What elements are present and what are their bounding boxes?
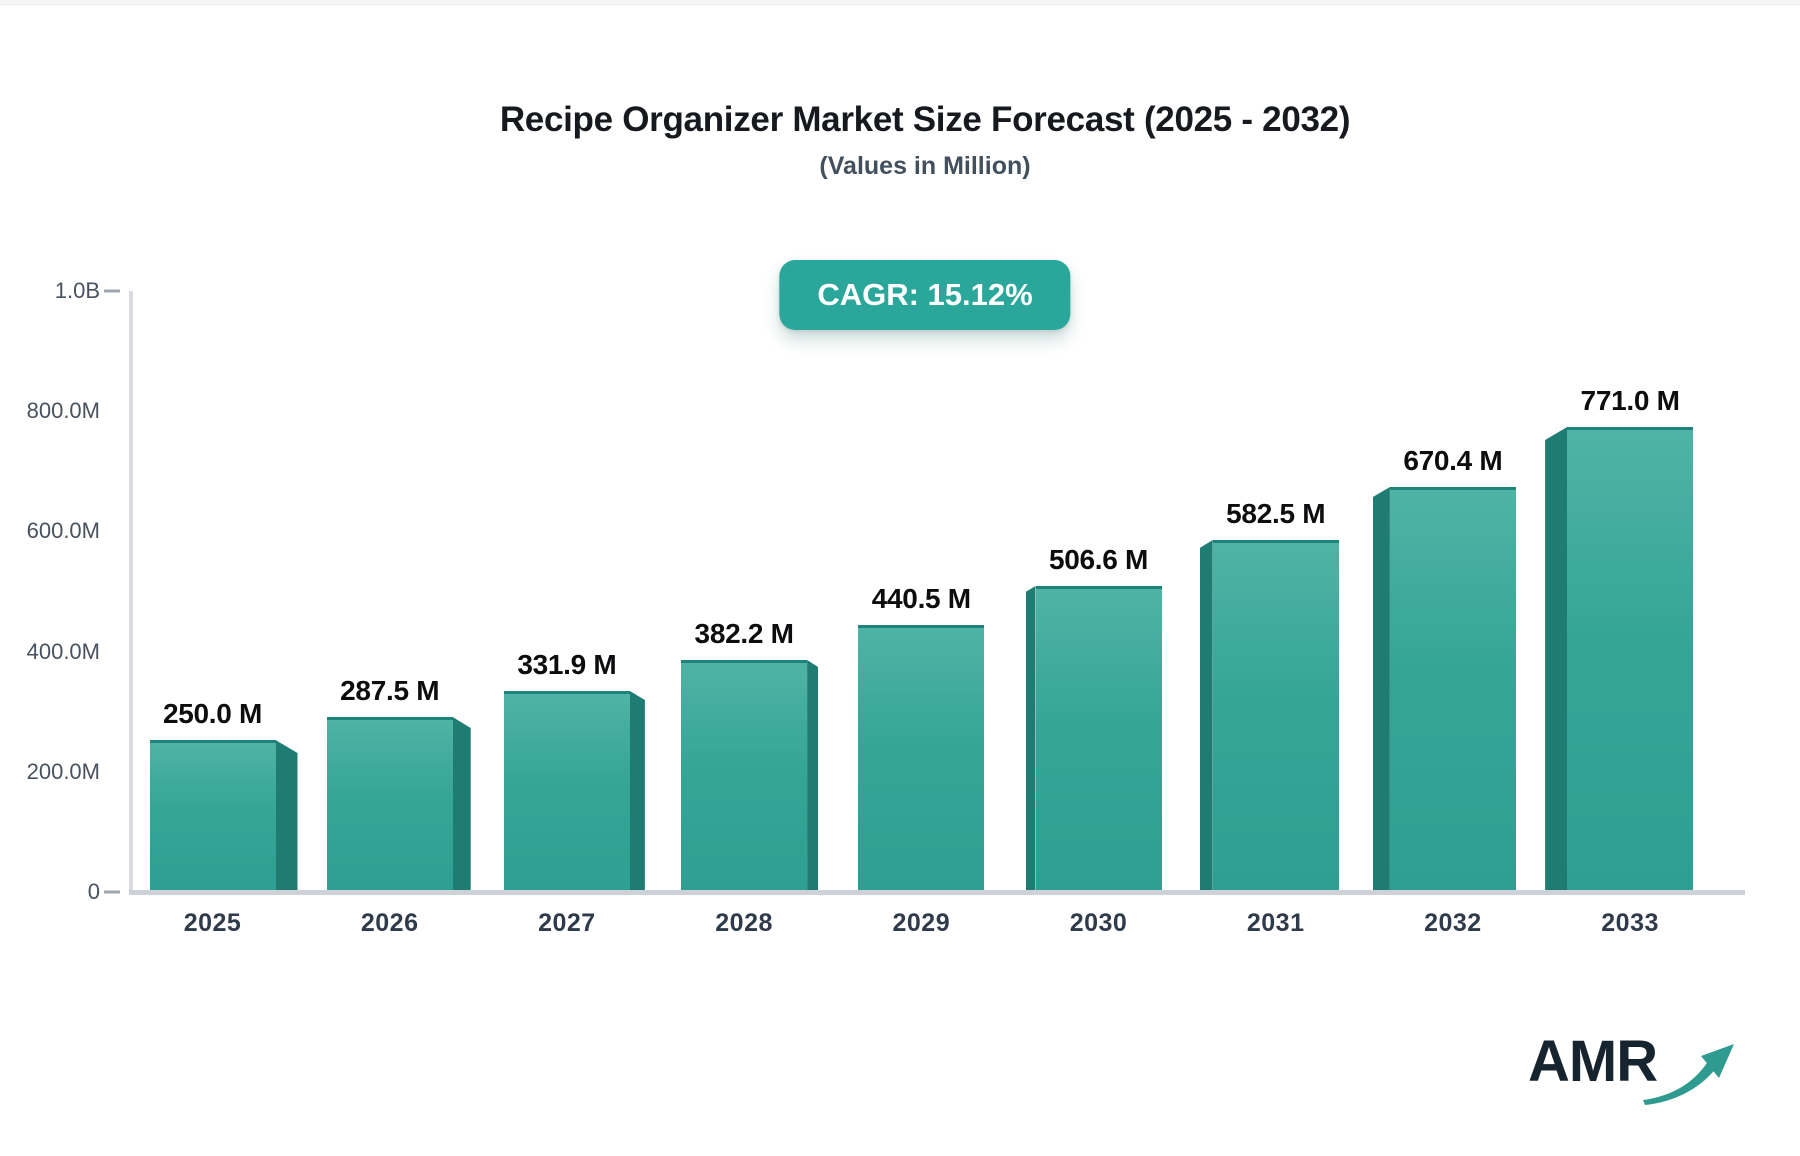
- bar-value-label: 582.5 M: [1226, 498, 1326, 529]
- bar-2033: 771.0 M: [1545, 385, 1694, 890]
- y-tick-label: 600.0M: [26, 518, 100, 543]
- bar-value-label: 331.9 M: [517, 649, 617, 680]
- growth-arrow-icon: [1643, 1044, 1735, 1105]
- bar-value-label: 382.2 M: [694, 618, 794, 649]
- y-axis-line: [129, 291, 133, 892]
- bar-front-face: [681, 660, 808, 890]
- bar-front-face: [326, 717, 453, 890]
- bar-2029: 440.5 M: [858, 583, 985, 890]
- x-category-label: 2031: [1246, 909, 1305, 937]
- y-tick-dash: [104, 890, 120, 894]
- y-tick-dash: [104, 289, 120, 293]
- bar-front-face: [1567, 427, 1694, 890]
- bar-2028: 382.2 M: [681, 618, 819, 890]
- bar-2031: 582.5 M: [1199, 498, 1339, 890]
- y-tick-label: 1.0B: [54, 278, 100, 303]
- bar-front-face: [503, 691, 630, 890]
- bar-value-label: 287.5 M: [340, 675, 440, 706]
- y-tick-label: 200.0M: [26, 759, 100, 784]
- x-axis-line: [129, 890, 1745, 895]
- bar-front-face: [1389, 487, 1516, 890]
- bar-value-label: 250.0 M: [162, 698, 263, 729]
- cagr-badge: CAGR: 15.12%: [779, 260, 1071, 330]
- chart-title: Recipe Organizer Market Size Forecast (2…: [499, 100, 1351, 139]
- brand-logo: AMR: [1528, 1032, 1739, 1110]
- bar-2026: 287.5 M: [326, 675, 471, 890]
- y-tick-label: 0: [87, 879, 100, 904]
- bar-value-label: 440.5 M: [871, 583, 971, 614]
- bar-front-face: [149, 740, 276, 890]
- bar-2030: 506.6 M: [1025, 544, 1162, 890]
- bar-side-face: [807, 660, 819, 890]
- x-category-label: 2026: [360, 909, 419, 937]
- bar-side-face: [1372, 487, 1390, 890]
- bar-value-label: 506.6 M: [1048, 544, 1149, 575]
- bar-side-face: [629, 691, 645, 890]
- bar-side-face: [1199, 540, 1213, 890]
- x-category-label: 2032: [1424, 909, 1482, 937]
- bar-side-face: [452, 717, 471, 890]
- x-category-label: 2027: [538, 909, 596, 937]
- bar-side-face: [275, 740, 298, 890]
- x-category-label: 2028: [715, 909, 773, 937]
- x-category-label: 2029: [892, 909, 951, 937]
- x-category-label: 2033: [1601, 909, 1659, 937]
- bar-2032: 670.4 M: [1372, 445, 1516, 890]
- bar-2027: 331.9 M: [503, 649, 645, 890]
- bar-value-label: 771.0 M: [1580, 385, 1680, 416]
- bar-front-face: [858, 625, 985, 890]
- chart-subtitle: (Values in Million): [819, 152, 1031, 180]
- bar-2025: 250.0 M: [149, 698, 298, 890]
- bar-front-face: [1035, 586, 1162, 890]
- bar-side-face: [1025, 586, 1036, 890]
- y-tick-label: 400.0M: [26, 639, 100, 664]
- x-category-label: 2025: [183, 909, 242, 937]
- bar-front-face: [1212, 540, 1339, 890]
- brand-logo-text: AMR: [1528, 1029, 1658, 1094]
- bar-value-label: 670.4 M: [1403, 445, 1503, 476]
- bar-side-face: [1545, 427, 1568, 890]
- x-category-label: 2030: [1069, 909, 1128, 937]
- y-tick-label: 800.0M: [26, 398, 100, 423]
